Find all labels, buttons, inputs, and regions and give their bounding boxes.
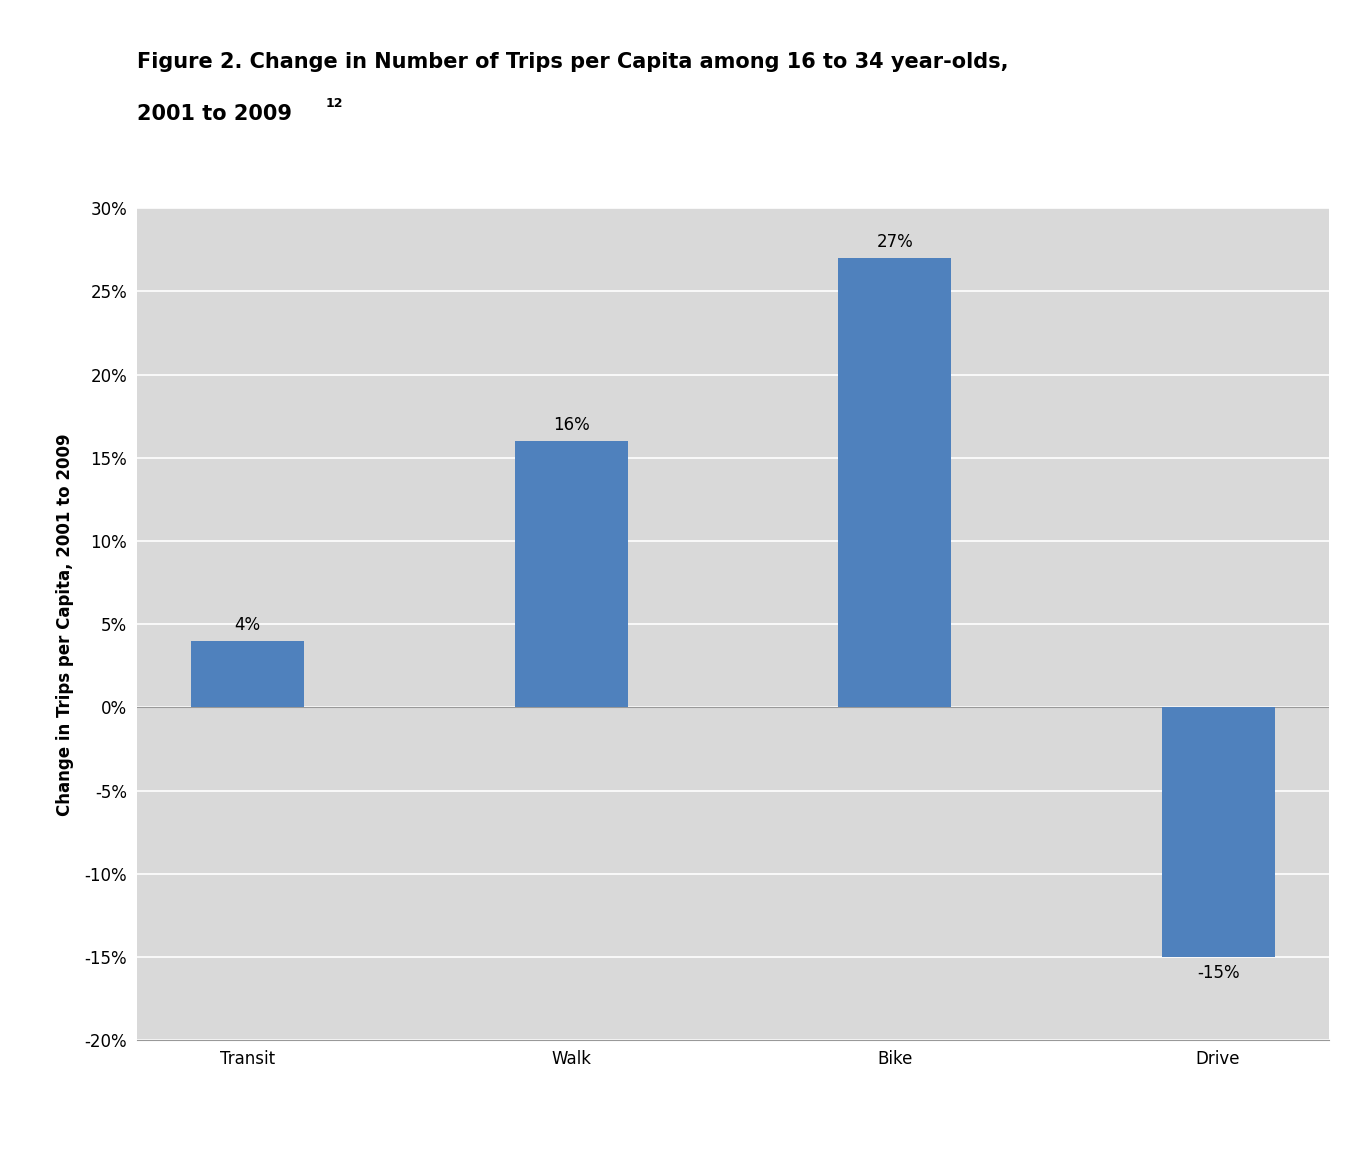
Text: Figure 2. Change in Number of Trips per Capita among 16 to 34 year-olds,: Figure 2. Change in Number of Trips per … — [137, 52, 1008, 72]
Text: 12: 12 — [326, 97, 344, 110]
Text: 2001 to 2009: 2001 to 2009 — [137, 104, 292, 124]
Text: 16%: 16% — [553, 416, 589, 435]
Y-axis label: Change in Trips per Capita, 2001 to 2009: Change in Trips per Capita, 2001 to 2009 — [56, 434, 74, 815]
Bar — [1162, 707, 1274, 957]
Text: 4%: 4% — [234, 616, 260, 635]
Text: 27%: 27% — [877, 234, 912, 251]
Bar — [838, 258, 951, 707]
Text: -15%: -15% — [1197, 964, 1240, 981]
Bar — [515, 442, 627, 707]
Bar — [192, 640, 304, 707]
